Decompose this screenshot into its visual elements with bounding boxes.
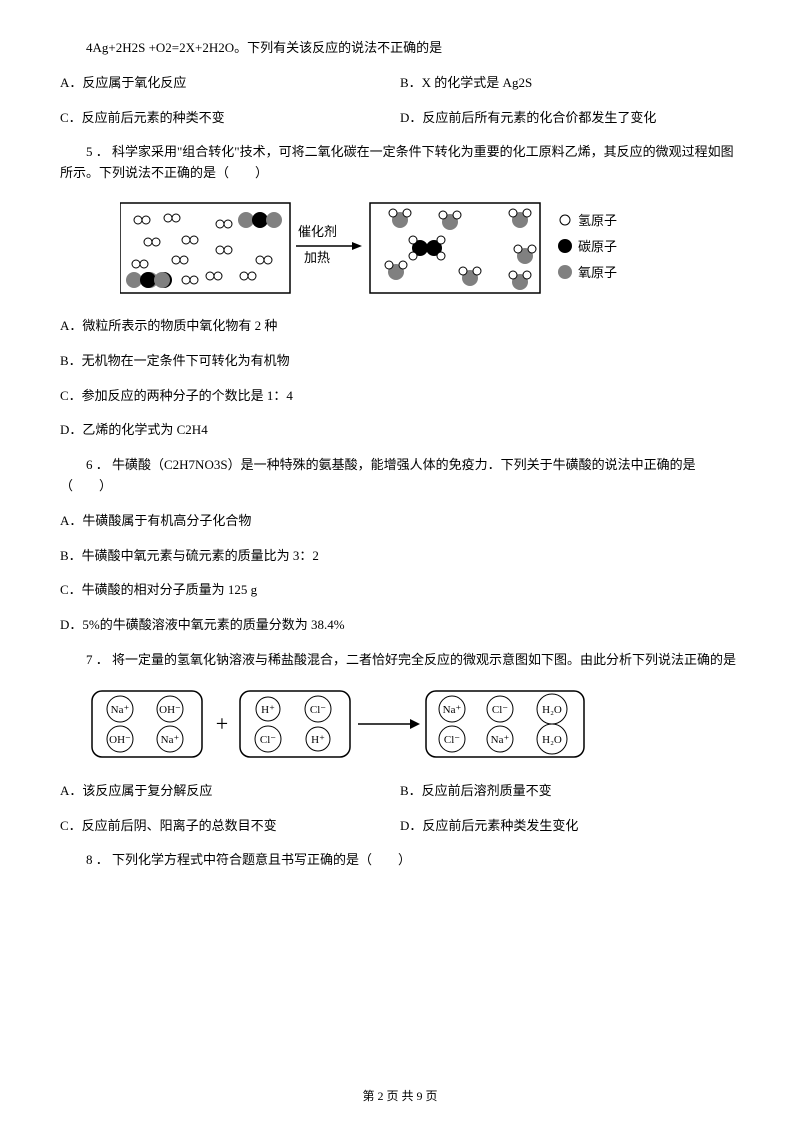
svg-text:OH⁻: OH⁻ <box>159 704 181 716</box>
q4-opt-d: D．反应前后所有元素的化合价都发生了变化 <box>400 108 740 129</box>
q5-opt-a: A．微粒所表示的物质中氧化物有 2 种 <box>60 316 740 337</box>
legend-o: 氧原子 <box>578 265 617 280</box>
q7-opt-b: B．反应前后溶剂质量不变 <box>400 781 740 802</box>
q5-opt-c: C．参加反应的两种分子的个数比是 1：4 <box>60 386 740 407</box>
q5-opt-d: D．乙烯的化学式为 C2H4 <box>60 420 740 441</box>
q6-opts: A．牛磺酸属于有机高分子化合物 B．牛磺酸中氧元素与硫元素的质量比为 3：2 C… <box>60 511 740 636</box>
svg-text:H⁺: H⁺ <box>261 704 275 716</box>
svg-text:Cl⁻: Cl⁻ <box>260 734 276 746</box>
q7-stem: 7 ． 将一定量的氢氧化钠溶液与稀盐酸混合，二者恰好完全反应的微观示意图如下图。… <box>60 650 740 671</box>
q7-opt-a: A．该反应属于复分解反应 <box>60 781 400 802</box>
svg-text:H₂O: H₂O <box>542 704 562 716</box>
q6-opt-a: A．牛磺酸属于有机高分子化合物 <box>60 511 740 532</box>
svg-text:H⁺: H⁺ <box>311 734 325 746</box>
q4-opt-b: B．X 的化学式是 Ag2S <box>400 73 740 94</box>
q7-opts-cd: C．反应前后阴、阳离子的总数目不变 D．反应前后元素种类发生变化 <box>60 816 740 837</box>
svg-text:Na⁺: Na⁺ <box>491 734 510 746</box>
q5-opt-b: B．无机物在一定条件下可转化为有机物 <box>60 351 740 372</box>
svg-text:OH⁻: OH⁻ <box>109 734 131 746</box>
q4-opts-cd: C．反应前后元素的种类不变 D．反应前后所有元素的化合价都发生了变化 <box>60 108 740 129</box>
svg-text:H₂O: H₂O <box>542 734 562 746</box>
legend-h: 氢原子 <box>578 213 617 228</box>
q7-diagram: Na⁺ OH⁻ OH⁻ Na⁺ + H⁺ Cl⁻ Cl⁻ H⁺ Na⁺ Cl⁻ … <box>90 685 740 763</box>
q7-opts-ab: A．该反应属于复分解反应 B．反应前后溶剂质量不变 <box>60 781 740 802</box>
arrow-label-top: 催化剂 <box>298 224 337 239</box>
svg-text:Cl⁻: Cl⁻ <box>492 704 508 716</box>
svg-text:+: + <box>216 711 228 736</box>
q5-diagram: 催化剂 加热 氢原子 碳原子 氧原子 <box>120 198 740 298</box>
arrow-label-bottom: 加热 <box>304 250 330 265</box>
svg-text:Na⁺: Na⁺ <box>443 704 462 716</box>
q7-opt-d: D．反应前后元素种类发生变化 <box>400 816 740 837</box>
q4-opt-a: A．反应属于氧化反应 <box>60 73 400 94</box>
svg-text:Cl⁻: Cl⁻ <box>310 704 326 716</box>
svg-text:Na⁺: Na⁺ <box>111 704 130 716</box>
q6-opt-c: C．牛磺酸的相对分子质量为 125 g <box>60 580 740 601</box>
q6-opt-d: D．5%的牛磺酸溶液中氧元素的质量分数为 38.4% <box>60 615 740 636</box>
svg-text:Cl⁻: Cl⁻ <box>444 734 460 746</box>
q5-stem: 5 ． 科学家采用"组合转化"技术，可将二氧化碳在一定条件下转化为重要的化工原料… <box>60 142 740 184</box>
q4-opts-ab: A．反应属于氧化反应 B．X 的化学式是 Ag2S <box>60 73 740 94</box>
q7-opt-c: C．反应前后阴、阳离子的总数目不变 <box>60 816 400 837</box>
q8-stem: 8 ． 下列化学方程式中符合题意且书写正确的是（ ） <box>60 850 740 871</box>
page-footer: 第 2 页 共 9 页 <box>60 1087 740 1106</box>
svg-text:Na⁺: Na⁺ <box>161 734 180 746</box>
q6-opt-b: B．牛磺酸中氧元素与硫元素的质量比为 3：2 <box>60 546 740 567</box>
q4-opt-c: C．反应前后元素的种类不变 <box>60 108 400 129</box>
legend-c: 碳原子 <box>578 239 617 254</box>
q5-opts: A．微粒所表示的物质中氧化物有 2 种 B．无机物在一定条件下可转化为有机物 C… <box>60 316 740 441</box>
q4-equation: 4Ag+2H2S +O2=2X+2H2O。下列有关该反应的说法不正确的是 <box>60 38 740 59</box>
q6-stem: 6 ． 牛磺酸（C2H7NO3S）是一种特殊的氨基酸，能增强人体的免疫力．下列关… <box>60 455 740 497</box>
